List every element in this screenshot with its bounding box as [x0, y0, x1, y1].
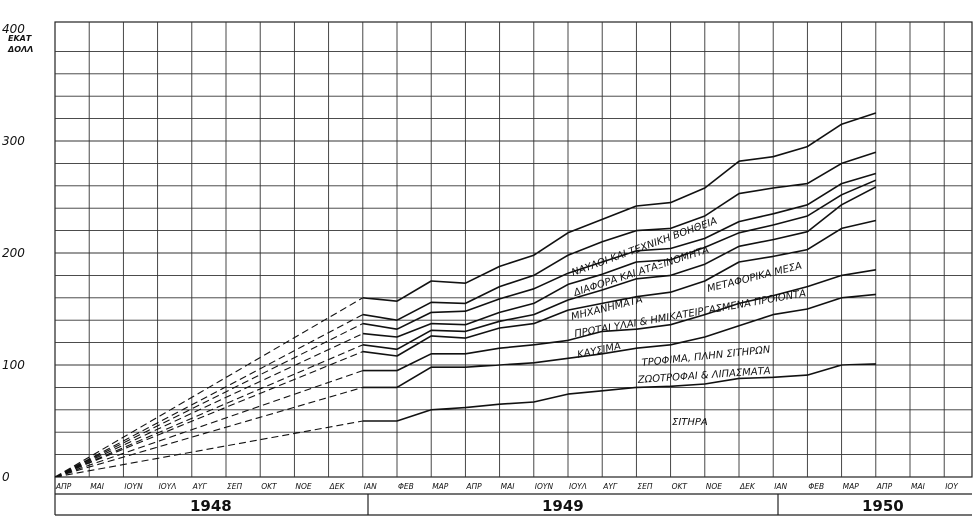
month-label: ΦΕΒ [808, 482, 824, 491]
month-label: ΜΑΡ [843, 482, 860, 491]
month-label: ΑΠΡ [876, 482, 893, 491]
month-label: ΑΠΡ [465, 482, 482, 491]
y-axis-ticks: 0 100 200 300 400 [2, 22, 25, 484]
series-lines [362, 112, 877, 422]
plot-frame [54, 21, 973, 478]
series-label: ΜΕΤΑΦΟΡΙΚΑ ΜΕΣΑ [706, 261, 803, 295]
y-unit-line-1: ΕΚΑΤ [8, 34, 32, 43]
month-label: ΦΕΒ [398, 482, 414, 491]
series-label: ΚΑΥΣΙΜΑ [576, 341, 622, 361]
series-line-5 [362, 179, 877, 338]
series-line-1 [362, 293, 876, 389]
series-line-2 [362, 269, 876, 372]
month-label: ΑΥΓ [192, 482, 208, 491]
month-label: ΟΚΤ [261, 482, 278, 491]
month-label: ΔΕΚ [329, 482, 346, 491]
month-label: ΜΑΙ [911, 482, 926, 491]
y-tick-label: 0 [2, 470, 10, 484]
projection-line-3 [54, 351, 364, 478]
projection-line-1 [54, 386, 363, 478]
series-line-0 [362, 363, 876, 422]
month-label: ΙΟΥΛ [159, 482, 177, 491]
month-label: ΑΠΡ [55, 482, 72, 491]
month-label: ΝΟΕ [706, 482, 723, 491]
month-label: ΣΕΠ [637, 482, 652, 491]
month-label: ΙΑΝ [774, 482, 787, 491]
month-label: ΜΑΡ [432, 482, 449, 491]
projection-line-5 [54, 333, 364, 478]
y-tick-label: 200 [2, 246, 25, 260]
projection-line-0 [54, 420, 363, 478]
month-label: ΙΟΥΛ [569, 482, 587, 491]
month-label: ΙΑΝ [364, 482, 377, 491]
year-label: 1949 [542, 497, 584, 515]
projection-line-7 [54, 314, 364, 478]
series-line-4 [362, 186, 877, 351]
month-label: ΑΥΓ [602, 482, 618, 491]
y-unit-line-2: ΔΟΛΛ [7, 45, 33, 54]
month-label: ΔΕΚ [739, 482, 756, 491]
month-label: ΣΕΠ [227, 482, 242, 491]
x-axis: ΑΠΡ ΜΑΙ ΙΟΥΝ ΙΟΥΛ ΑΥΓ ΣΕΠ ΟΚΤ ΝΟΕ ΔΕΚ ΙΑΝ ΦΕΒ ΜΑΡ ΑΠ… [54, 477, 972, 516]
projection-lines [54, 297, 364, 478]
year-label: 1948 [190, 497, 232, 515]
month-label: ΟΚΤ [672, 482, 689, 491]
month-label: ΜΑΙ [90, 482, 105, 491]
projection-line-2 [54, 370, 363, 478]
year-label: 1950 [862, 497, 904, 515]
series-label: ΠΡΩΤΑΙ ΥΛΑΙ & ΗΜΙΚΑΤΕΙΡΓΑΣΜΕΝΑ ΠΡΟΙΟΝΤΑ [574, 288, 807, 340]
series-line-6 [362, 172, 877, 331]
y-tick-label: 400 [2, 22, 25, 36]
series-line-3 [362, 219, 876, 357]
month-label: ΙΟΥΝ [124, 482, 143, 491]
grid [54, 21, 973, 478]
y-tick-label: 100 [2, 358, 25, 372]
projection-line-4 [54, 344, 364, 478]
y-tick-label: 300 [2, 134, 25, 148]
series-line-7 [362, 151, 877, 322]
series-label: ΖΩΟΤΡΟΦΑΙ & ΛΙΠΑΣΜΑΤΑ [636, 366, 771, 386]
month-label: ΙΟΥ [945, 482, 959, 491]
projection-line-6 [54, 323, 364, 478]
y-axis-unit-label: ΕΚΑΤ ΔΟΛΛ [7, 34, 33, 54]
month-label: ΙΟΥΝ [535, 482, 554, 491]
month-label: ΝΟΕ [295, 482, 312, 491]
month-label: ΜΑΙ [501, 482, 516, 491]
series-line-8 [362, 112, 877, 303]
series-label: ΣΙΤΗΡΑ [672, 417, 708, 428]
projection-line-8 [54, 297, 364, 478]
